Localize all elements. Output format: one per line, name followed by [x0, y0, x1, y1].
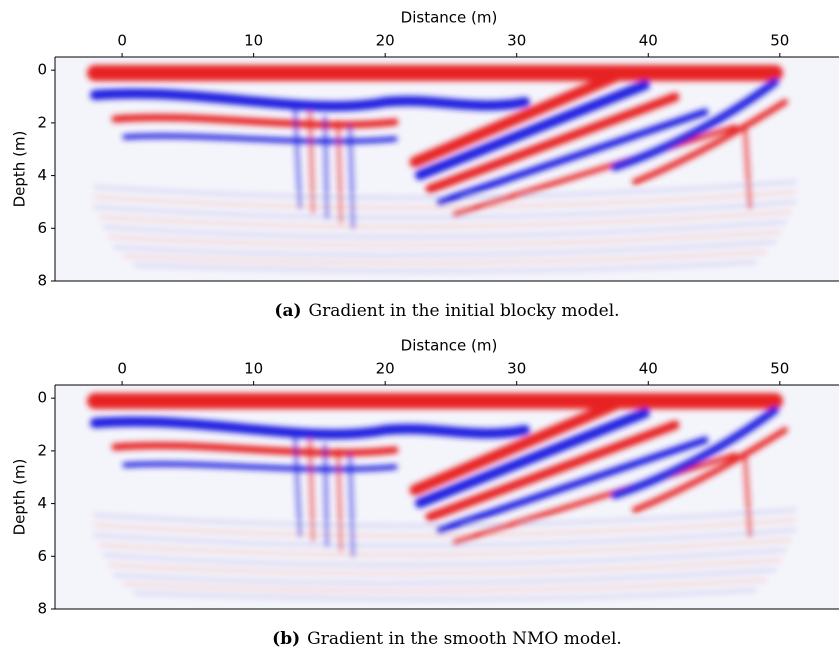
x-axis-label: Distance (m) — [401, 9, 498, 27]
x-axis-label: Distance (m) — [401, 337, 498, 355]
caption-text: Gradient in the smooth NMO model. — [307, 629, 622, 649]
x-tick-label: 0 — [117, 360, 127, 378]
y-tick-label: 6 — [37, 219, 47, 237]
x-tick-label: 10 — [244, 360, 263, 378]
y-tick-label: 6 — [37, 547, 47, 565]
x-tick-label: 40 — [639, 32, 658, 50]
panel-a: Distance (m) Depth (m) 0 10 20 30 40 50 0 2 4 6 8 (a)… — [11, 9, 839, 321]
panel-b: Distance (m) Depth (m) 0 10 20 30 40 50 0 2 4 6 8 (b)… — [11, 337, 839, 649]
gradient-field — [55, 57, 839, 281]
y-tick-label: 0 — [37, 389, 47, 407]
x-tick-label: 20 — [376, 360, 395, 378]
y-axis-label: Depth (m) — [11, 459, 29, 536]
x-tick-label: 50 — [770, 32, 789, 50]
y-tick-label: 0 — [37, 61, 47, 79]
gradient-image — [55, 385, 839, 609]
x-tick-label: 0 — [117, 32, 127, 50]
y-axis-label: Depth (m) — [11, 131, 29, 208]
y-tick-label: 2 — [37, 113, 47, 131]
caption-label: (a) — [274, 301, 301, 321]
x-tick-label: 20 — [376, 32, 395, 50]
x-tick-label: 40 — [639, 360, 658, 378]
caption: (a) Gradient in the initial blocky model. — [274, 301, 619, 321]
x-tick-label: 30 — [507, 32, 526, 50]
y-tick-label: 4 — [37, 166, 47, 184]
y-tick-label: 2 — [37, 441, 47, 459]
x-tick-label: 10 — [244, 32, 263, 50]
caption-label: (b) — [272, 629, 300, 649]
caption: (b) Gradient in the smooth NMO model. — [272, 629, 622, 649]
y-tick-label: 8 — [37, 600, 47, 618]
y-tick-label: 8 — [37, 272, 47, 290]
y-tick-label: 4 — [37, 494, 47, 512]
gradient-image — [55, 57, 839, 281]
x-tick-label: 30 — [507, 360, 526, 378]
gradient-field — [55, 385, 839, 609]
caption-text: Gradient in the initial blocky model. — [309, 301, 620, 321]
x-tick-label: 50 — [770, 360, 789, 378]
